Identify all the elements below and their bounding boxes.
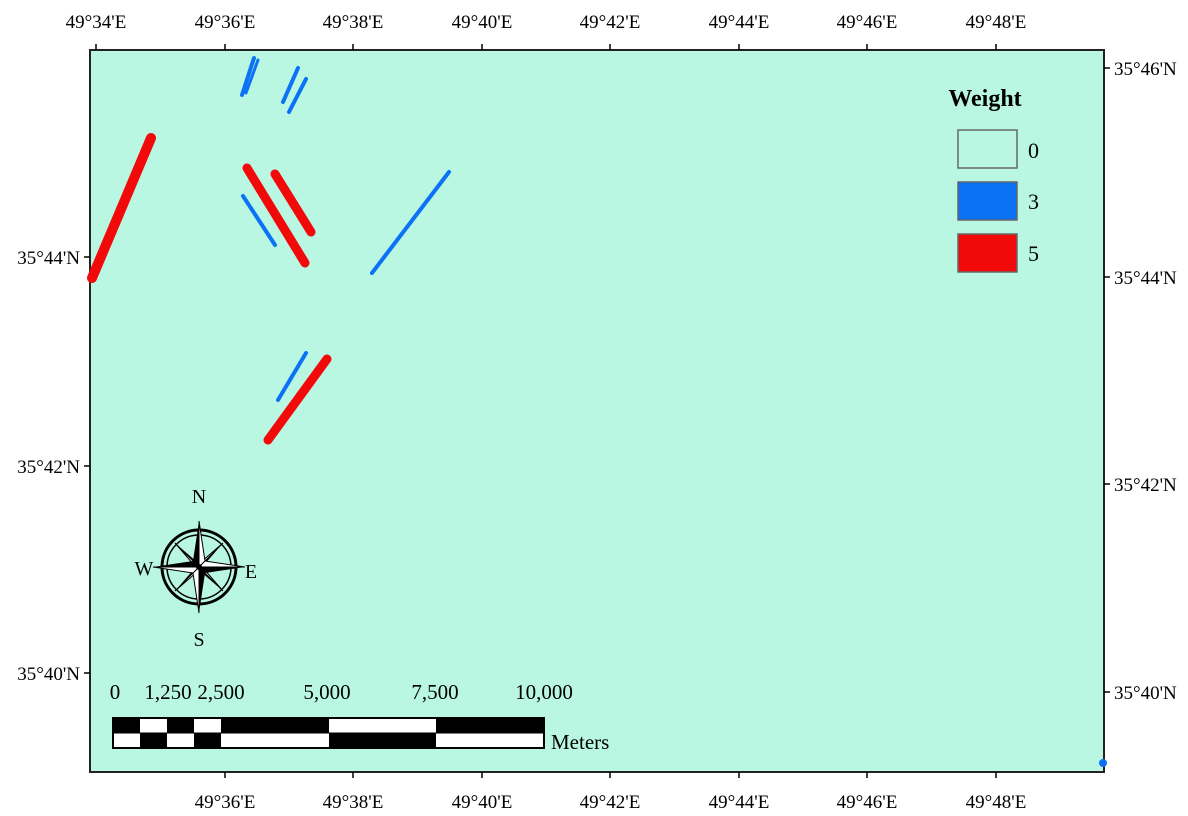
scale-bar: 0 1,250 2,500 5,000 7,500 10,000 Meters [110,680,610,754]
top-axis-label: 49°34'E [66,12,127,33]
left-axis-label: 35°42'N [17,457,80,478]
map-features [87,56,1107,767]
blue-fault-north-b [281,66,300,104]
left-axis-label: 35°40'N [17,664,80,685]
red-fault-center-b [270,169,316,237]
axis-ticks [84,44,1110,778]
scale-label-0: 0 [110,680,121,704]
bottom-axis-label: 49°40'E [452,792,513,813]
top-axis-labels: 49°34'E 49°36'E 49°38'E 49°40'E 49°42'E … [66,12,1027,33]
blue-fault-north-a [240,56,256,97]
legend-swatch-3 [957,181,1018,221]
compass-south-label: S [193,629,204,651]
scale-label-10000: 10,000 [515,680,573,704]
legend-swatch-5 [957,233,1018,273]
left-axis-labels: 35°44'N 35°42'N 35°40'N [17,248,80,685]
blue-fault-north-b2 [287,77,308,114]
compass-east-label: E [245,561,257,583]
legend-label-5: 5 [1028,241,1039,266]
legend-swatch-0 [957,129,1018,169]
blue-edge-dot [1099,759,1107,767]
compass-rose-icon [152,520,246,614]
bottom-axis-labels: 49°36'E 49°38'E 49°40'E 49°42'E 49°44'E … [195,792,1027,813]
blue-fault-south [276,351,308,402]
red-fault-west [87,133,156,283]
map-frame [89,49,1105,773]
legend-title: Weight [948,86,1021,112]
top-axis-label: 49°38'E [323,12,384,33]
blue-fault-center [241,194,277,247]
top-axis-label: 49°48'E [966,12,1027,33]
legend: Weight 0 3 5 [948,86,1039,273]
bottom-axis-label: 49°38'E [323,792,384,813]
red-fault-center-a [242,163,310,268]
legend-label-3: 3 [1028,189,1039,214]
top-axis-label: 49°42'E [580,12,641,33]
scale-label-7500: 7,500 [411,680,458,704]
blue-fault-north-a2 [244,58,260,95]
bottom-axis-label: 49°36'E [195,792,256,813]
scale-label-5000: 5,000 [303,680,350,704]
top-axis-label: 49°46'E [837,12,898,33]
red-fault-south [263,354,332,445]
bottom-axis-label: 49°46'E [837,792,898,813]
right-axis-label: 35°46'N [1114,59,1177,80]
top-axis-label: 49°40'E [452,12,513,33]
legend-label-0: 0 [1028,138,1039,163]
blue-fault-east [370,170,451,275]
scale-unit: Meters [551,730,609,754]
right-axis-label: 35°42'N [1114,475,1177,496]
compass-north-label: N [192,486,206,508]
top-axis-label: 49°36'E [195,12,256,33]
right-axis-label: 35°40'N [1114,683,1177,704]
scale-label-2500: 2,500 [197,680,244,704]
bottom-axis-label: 49°48'E [966,792,1027,813]
compass-west-label: W [135,558,154,580]
top-axis-label: 49°44'E [709,12,770,33]
bottom-axis-label: 49°42'E [580,792,641,813]
left-axis-label: 35°44'N [17,248,80,269]
right-axis-labels: 35°46'N 35°44'N 35°42'N 35°40'N [1114,59,1177,704]
bottom-axis-label: 49°44'E [709,792,770,813]
right-axis-label: 35°44'N [1114,268,1177,289]
scale-label-1250: 1,250 [144,680,191,704]
